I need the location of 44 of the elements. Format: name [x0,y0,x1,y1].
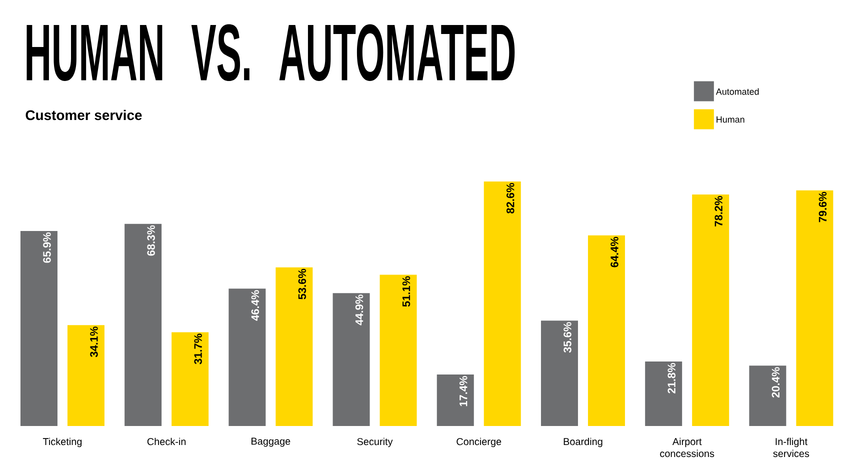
bar [796,190,834,426]
x-tick-label: Check-in [147,438,186,445]
data-label: 78.2% [714,196,722,226]
x-tick-label: Security [357,438,393,447]
data-label: 34.1% [90,326,98,357]
data-label: 35.6% [564,322,572,352]
bar [172,332,209,426]
x-tick-label: Concierge [456,438,502,447]
data-label: 68.3% [147,225,155,256]
bar [276,267,313,426]
bar [540,320,578,426]
data-label: 64.4% [610,236,618,268]
bar [332,292,370,426]
data-label: 51.1% [402,276,410,306]
data-label: 82.6% [506,182,514,214]
chart-title: HUMAN VS. AUTOMATED [26,24,515,81]
legend-label: Human [716,116,744,122]
x-tick-label: In-flight services [773,438,810,457]
x-tick-label: Ticketing [42,438,82,447]
chart-subtitle: Customer service [26,110,142,120]
bar [380,274,417,426]
bar [588,235,625,426]
bar [692,194,730,426]
data-label: 65.9% [43,232,51,263]
x-tick-label: Boarding [564,438,602,447]
data-label: 31.7% [194,333,202,364]
bar [20,230,58,426]
bar [436,374,474,426]
data-label: 21.8% [668,362,676,394]
bar [645,361,682,426]
data-label: 53.6% [298,268,306,300]
legend-label: Automated [716,88,759,95]
bar [749,365,786,426]
data-label: 44.9% [355,294,364,326]
data-label: 46.4% [251,290,260,321]
data-label: 79.6% [818,192,827,222]
x-tick-label: Baggage [252,438,290,447]
bar [124,224,162,426]
data-label: 17.4% [460,376,468,406]
data-label: 20.4% [772,366,780,398]
x-tick-label: Airport concessions [660,438,714,457]
bar [484,181,521,426]
bar [67,324,104,426]
bar [228,288,266,426]
